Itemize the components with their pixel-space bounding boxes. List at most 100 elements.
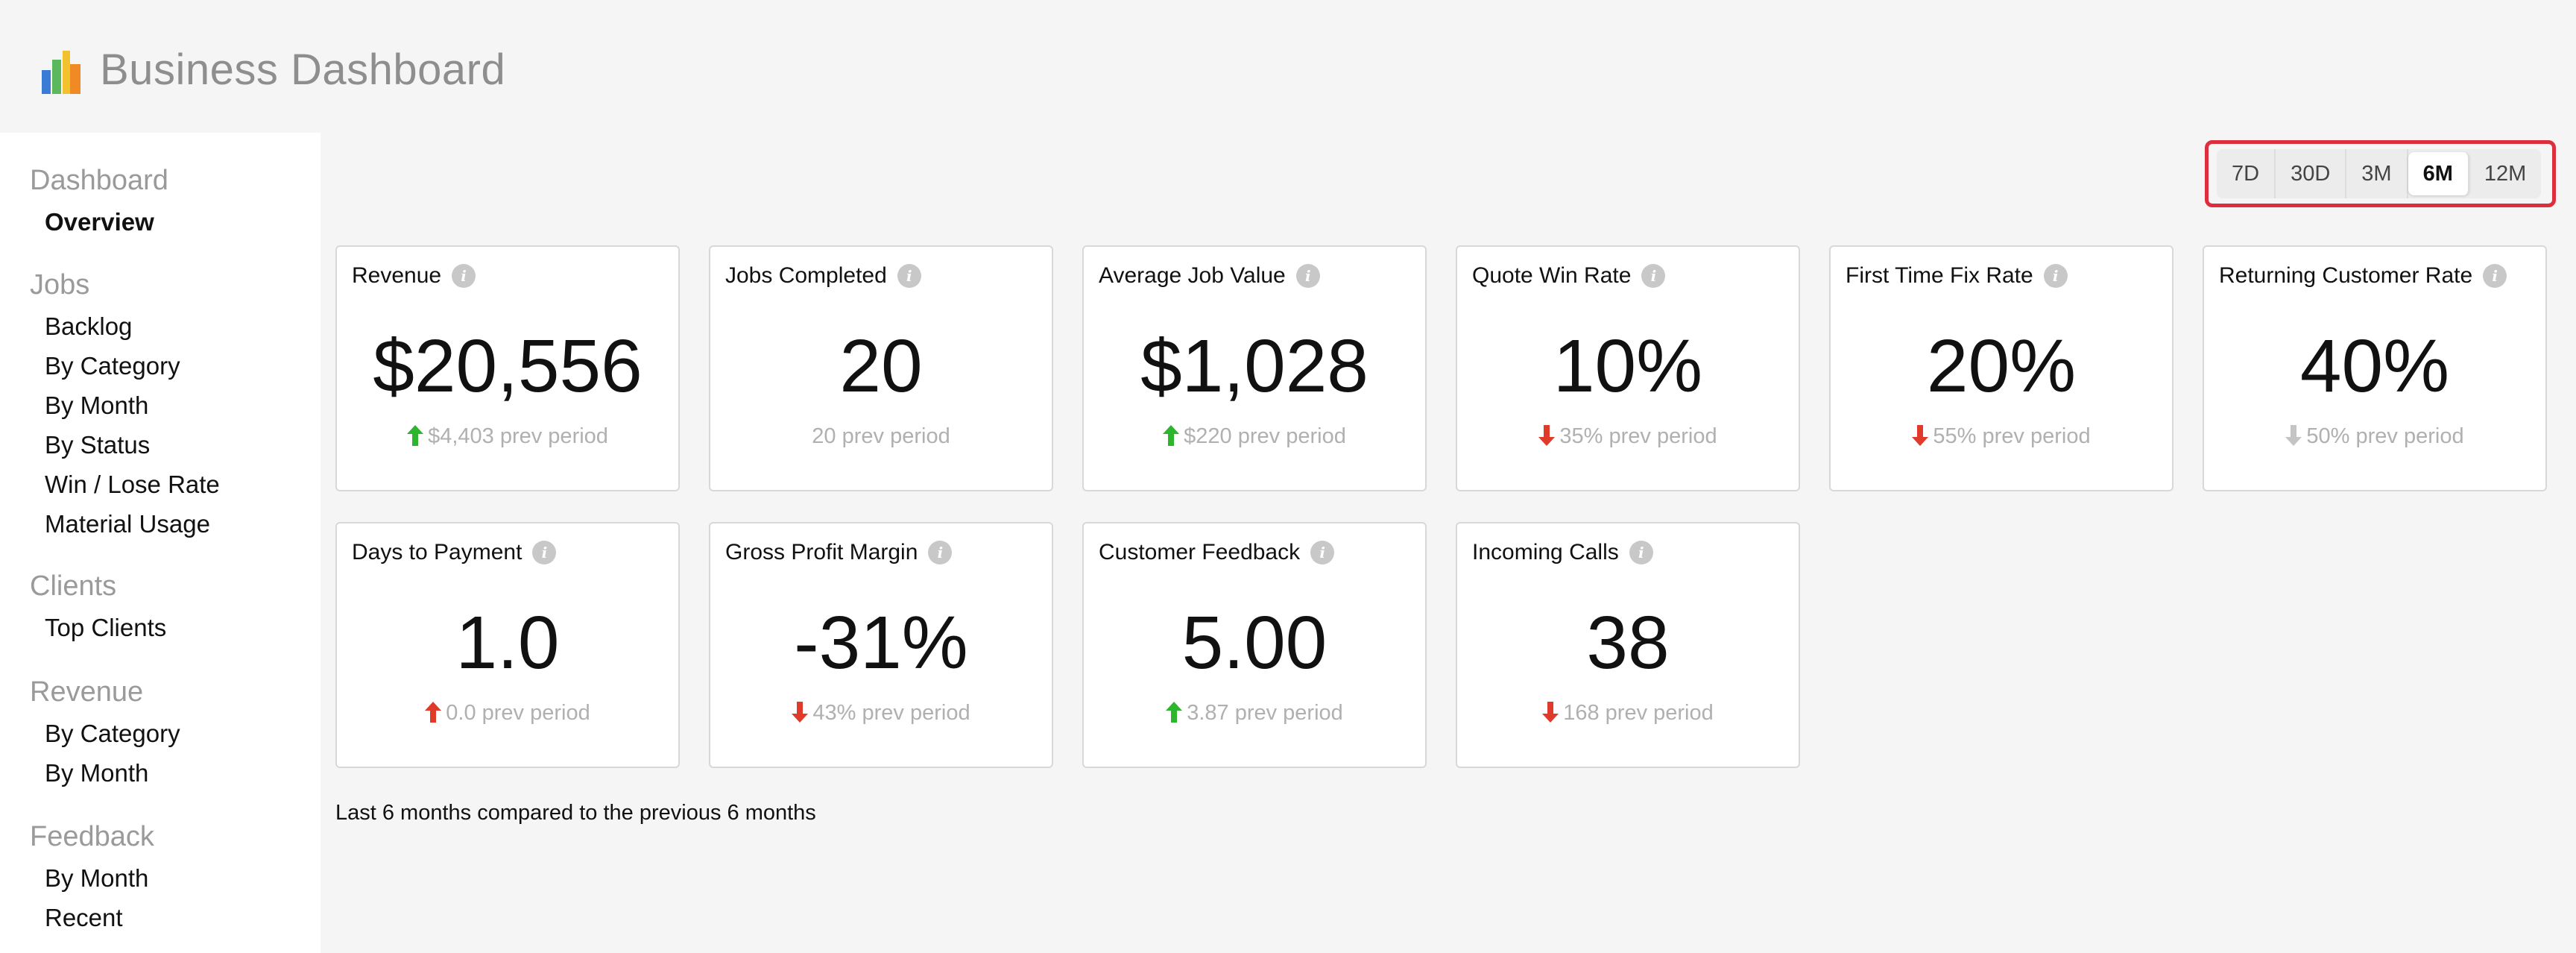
metric-card-value: 38 — [1586, 601, 1670, 685]
comparison-note: Last 6 months compared to the previous 6… — [335, 801, 816, 825]
metric-card-title: Revenue i — [352, 263, 476, 289]
nav-group-revenue: Revenue By Category By Month — [30, 671, 180, 793]
metric-card-value: 1.0 — [455, 601, 560, 685]
nav-heading-feedback[interactable]: Feedback — [30, 821, 154, 852]
metric-card-title: Incoming Calls i — [1472, 540, 1653, 565]
nav-group-jobs: Jobs Backlog By Category By Month By Sta… — [30, 264, 220, 544]
info-icon[interactable]: i — [1629, 541, 1653, 564]
metric-card[interactable]: Gross Profit Margin i -31% 43% prev period — [709, 522, 1053, 768]
arrow-down-icon — [1542, 702, 1559, 723]
metric-card[interactable]: Returning Customer Rate i 40% 50% prev peri… — [2203, 245, 2547, 491]
sidebar-item-jobs-by-category[interactable]: By Category — [45, 352, 180, 380]
info-icon[interactable]: i — [452, 264, 476, 288]
metric-card-title-text: Gross Profit Margin — [725, 540, 918, 564]
sidebar-item-revenue-by-month[interactable]: By Month — [45, 759, 149, 787]
metric-card-title: Gross Profit Margin i — [725, 540, 953, 565]
metric-card-value: 40% — [2299, 324, 2450, 408]
metric-card-title: Returning Customer Rate i — [2219, 263, 2507, 289]
metric-card[interactable]: Days to Payment i 1.0 0.0 prev period — [335, 522, 680, 768]
range-7d-button[interactable]: 7D — [2217, 149, 2276, 198]
info-icon[interactable]: i — [1310, 541, 1335, 564]
metric-card-prev: 55% prev period — [1831, 424, 2172, 449]
metric-card[interactable]: Jobs Completed i 20 20 prev period — [709, 245, 1053, 491]
metric-card[interactable]: Average Job Value i $1,028 $220 prev period — [1082, 245, 1427, 491]
metric-card-value: -31% — [794, 601, 968, 685]
metric-card[interactable]: Customer Feedback i 5.00 3.87 prev period — [1082, 522, 1427, 768]
range-12m-button[interactable]: 12M — [2484, 162, 2527, 186]
metric-card[interactable]: First Time Fix Rate i 20% 55% prev period — [1829, 245, 2174, 491]
sidebar-item-material-usage[interactable]: Material Usage — [45, 510, 210, 538]
metric-card-prev-text: 168 prev period — [1563, 701, 1714, 725]
range-6m-button[interactable]: 6M — [2408, 152, 2469, 195]
metric-card-value: 20% — [1926, 324, 2077, 408]
info-icon[interactable]: i — [2043, 264, 2068, 288]
metric-card-prev: 3.87 prev period — [1084, 701, 1425, 726]
metric-card-title: Average Job Value i — [1099, 263, 1320, 289]
metric-card-title-text: Customer Feedback — [1099, 540, 1301, 564]
metric-card-prev: 168 prev period — [1457, 701, 1799, 726]
sidebar-item-feedback-recent[interactable]: Recent — [45, 904, 123, 931]
metric-card-title-text: Quote Win Rate — [1472, 263, 1632, 288]
metric-card-title: Jobs Completed i — [725, 263, 921, 289]
metric-card-value: $1,028 — [1140, 324, 1368, 408]
metric-card-value: $20,556 — [373, 324, 643, 408]
nav-group-feedback: Feedback By Month Recent — [30, 816, 154, 937]
metric-card[interactable]: Quote Win Rate i 10% 35% prev period — [1456, 245, 1800, 491]
info-icon[interactable]: i — [2483, 264, 2507, 288]
info-icon[interactable]: i — [897, 264, 921, 288]
header: Business Dashboard — [0, 0, 2576, 133]
metric-card[interactable]: Incoming Calls i 38 168 prev period — [1456, 522, 1800, 768]
metric-card-prev-text: $220 prev period — [1184, 424, 1346, 448]
metric-card-prev-text: 35% prev period — [1559, 424, 1717, 448]
sidebar-item-overview[interactable]: Overview — [45, 208, 154, 236]
metric-card-prev-text: 55% prev period — [1933, 424, 2091, 448]
metric-card-prev: $220 prev period — [1084, 424, 1425, 449]
nav-group-clients: Clients Top Clients — [30, 565, 166, 647]
sidebar-item-jobs-by-status[interactable]: By Status — [45, 431, 151, 459]
nav-heading-jobs[interactable]: Jobs — [30, 269, 90, 301]
metric-card-prev-text: $4,403 prev period — [428, 424, 608, 448]
metric-card-prev: $4,403 prev period — [337, 424, 678, 449]
metric-card-prev-text: 20 prev period — [812, 424, 950, 448]
metric-card-title-text: Returning Customer Rate — [2219, 263, 2473, 288]
metric-card[interactable]: Revenue i $20,556 $4,403 prev period — [335, 245, 680, 491]
arrow-up-icon — [1166, 702, 1183, 723]
metric-card-title-text: First Time Fix Rate — [1846, 263, 2033, 288]
nav-group-dashboard: Dashboard Overview — [30, 160, 168, 242]
sidebar-item-jobs-by-month[interactable]: By Month — [45, 391, 149, 419]
sidebar: Dashboard Overview Jobs Backlog By Categ… — [0, 133, 321, 953]
info-icon[interactable]: i — [1641, 264, 1666, 288]
arrow-up-icon — [1163, 425, 1180, 446]
info-icon[interactable]: i — [1295, 264, 1320, 288]
arrow-down-icon — [2285, 425, 2302, 446]
metric-card-value: 20 — [839, 324, 923, 408]
sidebar-item-revenue-by-category[interactable]: By Category — [45, 720, 180, 747]
range-selector-highlight — [2205, 140, 2556, 207]
metric-card-prev-text: 43% prev period — [812, 701, 970, 725]
nav-heading-clients[interactable]: Clients — [30, 570, 117, 602]
sidebar-item-feedback-by-month[interactable]: By Month — [45, 864, 149, 892]
nav-heading-dashboard[interactable]: Dashboard — [30, 165, 168, 196]
metric-card-title-text: Days to Payment — [352, 540, 523, 564]
metric-card-title: Quote Win Rate i — [1472, 263, 1666, 289]
metric-card-prev-text: 3.87 prev period — [1187, 701, 1343, 725]
metric-card-title-text: Jobs Completed — [725, 263, 887, 288]
metric-card-title: First Time Fix Rate i — [1846, 263, 2068, 289]
sidebar-item-backlog[interactable]: Backlog — [45, 312, 133, 340]
sidebar-item-top-clients[interactable]: Top Clients — [45, 614, 167, 641]
nav-heading-revenue[interactable]: Revenue — [30, 676, 144, 708]
arrow-down-icon — [1538, 425, 1556, 446]
range-30d-button[interactable]: 30D — [2276, 149, 2347, 198]
arrow-down-icon — [1912, 425, 1929, 446]
metric-card-title-text: Average Job Value — [1099, 263, 1286, 288]
sidebar-item-win-lose-rate[interactable]: Win / Lose Rate — [45, 471, 220, 498]
metric-card-prev: 0.0 prev period — [337, 701, 678, 726]
arrow-up-icon — [407, 425, 424, 446]
range-selector: 7D 30D 3M 6M 12M — [2217, 149, 2542, 198]
info-icon[interactable]: i — [928, 541, 953, 564]
metric-card-prev: 35% prev period — [1457, 424, 1799, 449]
metric-card-prev-text: 50% prev period — [2306, 424, 2464, 448]
metric-card-title: Customer Feedback i — [1099, 540, 1335, 565]
range-3m-button[interactable]: 3M — [2346, 149, 2408, 198]
info-icon[interactable]: i — [532, 541, 557, 564]
